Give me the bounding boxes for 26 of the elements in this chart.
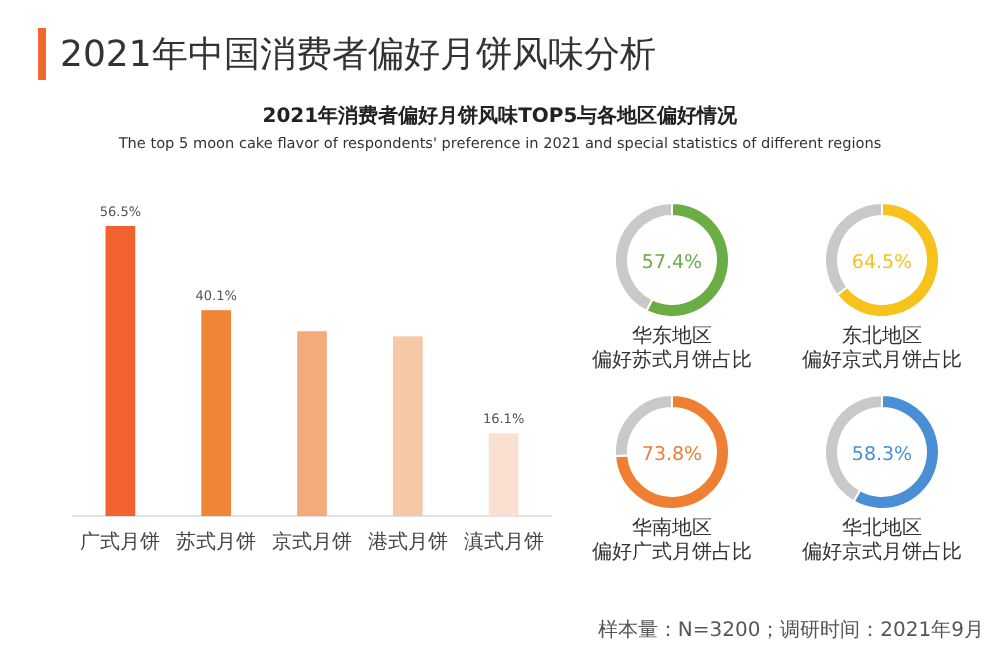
text: 样本量：N=3200；调研时间：2021年9月 <box>597 618 984 642</box>
text: 偏好京式月饼占比 <box>802 540 962 564</box>
text: 偏好京式月饼占比 <box>802 348 962 372</box>
data-label: 73.8% <box>641 444 703 466</box>
x-tick-label: 滇式月饼 <box>463 530 544 554</box>
data-label: 64.5% <box>851 252 913 274</box>
x-tick-label: 苏式月饼 <box>176 530 257 554</box>
chart-title: 2021年中国消费者偏好月饼风味分析 <box>60 34 656 76</box>
bar <box>105 226 136 516</box>
data-label: 58.3% <box>851 444 913 466</box>
text: 偏好苏式月饼占比 <box>592 348 752 372</box>
bar <box>201 310 232 516</box>
bar <box>392 336 423 516</box>
x-tick-label: 港式月饼 <box>367 530 448 554</box>
text: 华东地区 <box>632 324 712 348</box>
data-label: 57.4% <box>641 252 703 274</box>
text: 偏好广式月饼占比 <box>592 540 752 564</box>
bar <box>488 433 519 516</box>
x-tick-label: 广式月饼 <box>80 530 161 554</box>
text: 东北地区 <box>842 324 922 348</box>
x-tick-label: 京式月饼 <box>272 530 352 554</box>
donut-slice <box>614 394 730 510</box>
bar <box>297 331 327 516</box>
text: 华北地区 <box>842 516 922 540</box>
text: 华南地区 <box>632 516 712 540</box>
chart-subtitle: 2021年消费者偏好月饼风味TOP5与各地区偏好情况 <box>262 104 740 128</box>
